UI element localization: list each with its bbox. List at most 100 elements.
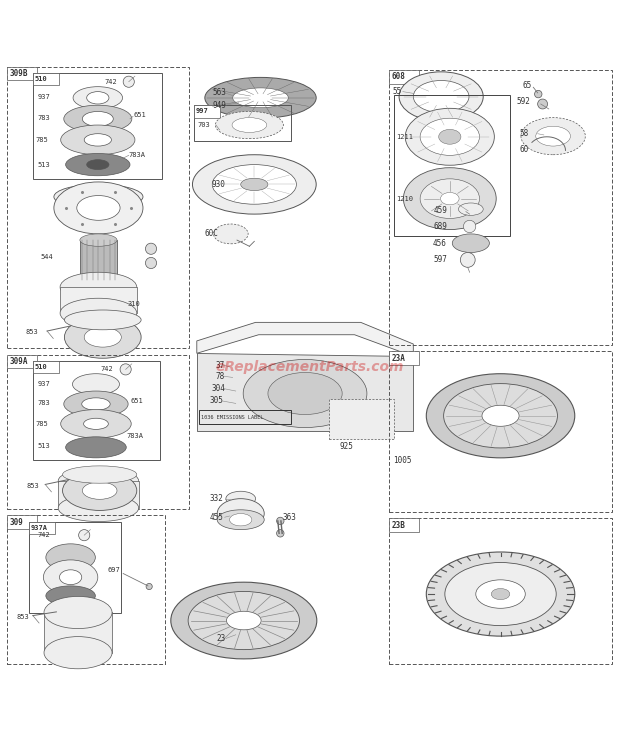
Bar [33, 73, 59, 85]
Text: 23: 23 [216, 634, 225, 643]
Bar [329, 399, 394, 440]
Ellipse shape [215, 112, 283, 138]
Text: 363: 363 [282, 513, 296, 522]
Ellipse shape [64, 316, 141, 358]
Ellipse shape [521, 118, 585, 155]
Text: 55: 55 [392, 87, 402, 96]
Circle shape [79, 530, 90, 541]
Ellipse shape [63, 471, 137, 511]
Bar [193, 105, 291, 141]
Bar [7, 67, 189, 349]
Ellipse shape [441, 192, 459, 205]
Ellipse shape [46, 586, 95, 606]
Text: 309A: 309A [9, 357, 28, 366]
Ellipse shape [66, 153, 130, 176]
Text: 37: 37 [216, 360, 225, 369]
Ellipse shape [536, 127, 570, 146]
Ellipse shape [44, 636, 112, 669]
Text: 608: 608 [392, 73, 405, 81]
Polygon shape [197, 353, 414, 431]
Bar [193, 105, 219, 118]
Text: 697: 697 [107, 567, 120, 573]
Text: 310: 310 [128, 300, 140, 307]
Ellipse shape [66, 437, 126, 458]
Ellipse shape [427, 552, 575, 636]
Circle shape [146, 583, 153, 590]
Ellipse shape [84, 134, 112, 146]
Ellipse shape [44, 596, 112, 628]
Text: 949: 949 [213, 101, 227, 110]
Text: eReplacementParts.com: eReplacementParts.com [216, 360, 404, 374]
Circle shape [538, 99, 547, 109]
Bar [394, 95, 510, 236]
Ellipse shape [476, 580, 525, 608]
Bar [389, 70, 419, 84]
Text: 456: 456 [433, 239, 446, 248]
Ellipse shape [458, 203, 483, 215]
Text: 651: 651 [131, 398, 143, 404]
Ellipse shape [46, 544, 95, 571]
Text: 930: 930 [211, 180, 225, 189]
Bar [389, 352, 419, 365]
Ellipse shape [61, 410, 131, 438]
Circle shape [534, 90, 542, 98]
Text: 937: 937 [38, 380, 51, 386]
Text: 783A: 783A [129, 152, 146, 158]
Ellipse shape [420, 179, 479, 218]
Text: 592: 592 [516, 97, 530, 106]
Ellipse shape [64, 105, 132, 132]
Text: 742: 742 [104, 78, 117, 84]
Text: 785: 785 [36, 137, 49, 143]
Ellipse shape [82, 398, 110, 410]
Ellipse shape [73, 87, 123, 109]
Text: 703: 703 [197, 122, 210, 128]
Text: 853: 853 [25, 329, 38, 335]
Ellipse shape [226, 611, 261, 630]
Ellipse shape [60, 272, 137, 302]
Ellipse shape [171, 582, 317, 659]
Text: 783: 783 [38, 400, 51, 406]
Ellipse shape [452, 234, 489, 252]
Text: 455: 455 [210, 513, 224, 522]
Text: 332: 332 [210, 494, 224, 503]
Text: 853: 853 [27, 482, 40, 488]
Ellipse shape [58, 468, 139, 493]
Ellipse shape [213, 224, 248, 243]
Ellipse shape [404, 168, 496, 229]
Text: 937A: 937A [30, 525, 47, 531]
Ellipse shape [232, 88, 288, 108]
Ellipse shape [84, 327, 122, 347]
Ellipse shape [399, 72, 483, 121]
Text: 853: 853 [16, 613, 29, 620]
Text: 78: 78 [216, 371, 225, 380]
Text: 304: 304 [211, 384, 225, 393]
Text: 997: 997 [195, 109, 208, 115]
Bar [33, 360, 59, 373]
Text: 937: 937 [38, 93, 51, 100]
Ellipse shape [445, 562, 556, 625]
Bar [33, 73, 162, 180]
Ellipse shape [60, 298, 137, 328]
Ellipse shape [205, 78, 316, 118]
Ellipse shape [243, 360, 367, 428]
Text: 925: 925 [340, 443, 353, 451]
Ellipse shape [491, 588, 510, 599]
Bar [7, 354, 189, 509]
Ellipse shape [482, 406, 519, 426]
Ellipse shape [188, 591, 299, 650]
Text: 459: 459 [434, 206, 448, 215]
Ellipse shape [232, 118, 267, 132]
Text: 783: 783 [38, 115, 51, 121]
Ellipse shape [229, 514, 252, 526]
Ellipse shape [63, 466, 137, 483]
Ellipse shape [54, 184, 143, 209]
Bar [7, 515, 165, 664]
Ellipse shape [77, 195, 120, 221]
Circle shape [277, 517, 284, 525]
Text: 1036 EMISSIONS LABEL: 1036 EMISSIONS LABEL [201, 414, 264, 420]
Ellipse shape [439, 130, 461, 144]
Bar [389, 519, 612, 664]
Bar [7, 67, 37, 81]
Text: 1211: 1211 [397, 134, 414, 140]
Bar [33, 360, 160, 460]
